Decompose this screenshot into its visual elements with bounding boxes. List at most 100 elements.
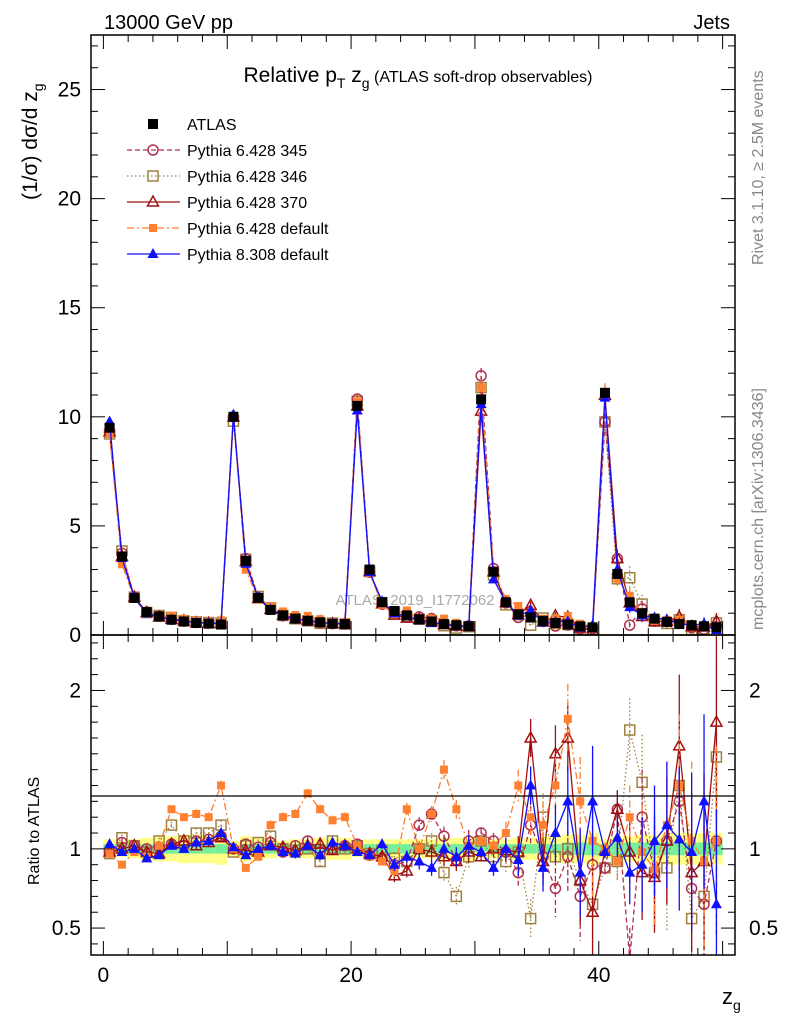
ratio-tick-label-right: 1	[749, 838, 761, 861]
ratio-point-p370	[585, 904, 600, 917]
band-inner	[524, 844, 537, 854]
ratio-point-p370	[709, 714, 724, 727]
point-atlas	[488, 566, 499, 577]
ratio-point-p8def	[426, 861, 438, 872]
ratio-point-p345	[626, 954, 633, 955]
ratio-point-p346	[438, 866, 450, 879]
point-p8def	[525, 604, 537, 615]
x-axis-label: zg	[722, 984, 741, 1013]
ratio-point-p370	[610, 801, 625, 815]
band-inner	[388, 844, 401, 854]
y-tick-label: 5	[69, 515, 81, 538]
point-p345	[599, 416, 611, 428]
ratio-point-p6def	[316, 805, 325, 814]
point-atlas	[315, 617, 326, 628]
ratio-point-p8def	[364, 849, 376, 860]
ratio-point-p6def	[576, 797, 585, 806]
ratio-point-p6def	[217, 781, 226, 790]
point-p6def	[241, 565, 250, 574]
point-atlas	[649, 613, 660, 624]
y-axis-label-sub: g	[30, 83, 46, 91]
ratio-point-p8def	[178, 842, 190, 853]
point-p8def	[488, 573, 499, 584]
ratio-point-p8def	[128, 842, 140, 853]
point-atlas	[686, 620, 697, 631]
ratio-frame	[90, 634, 736, 956]
svg-text:(1/σ) dσ/d zg: (1/σ) dσ/d zg	[19, 83, 46, 200]
ratio-point-p8def	[413, 855, 425, 866]
point-atlas	[550, 618, 561, 628]
ratio-point-p370	[424, 844, 439, 857]
ratio-series-p8def	[104, 714, 722, 955]
ratio-point-p8def	[587, 795, 599, 806]
header-left: 13000 GeV pp	[104, 12, 233, 34]
legend-item-p6def: Pythia 6.428 default	[127, 221, 329, 238]
ratio-point-p6def	[291, 810, 300, 819]
point-atlas	[401, 610, 412, 621]
ratio-point-p6def	[514, 781, 523, 790]
point-atlas	[624, 597, 635, 608]
ratio-point-p8def	[438, 842, 450, 853]
ratio-point-p8def	[215, 827, 227, 838]
ratio-tick-label-right: 0.5	[749, 917, 778, 940]
ratio-point-p8def	[314, 849, 326, 860]
ratio-point-p6def	[402, 805, 411, 814]
header-right: Jets	[693, 12, 730, 34]
legend-label: Pythia 6.428 346	[187, 169, 307, 186]
ratio-point-p6def	[378, 857, 387, 866]
ratio-point-p345	[549, 882, 562, 895]
point-atlas	[661, 616, 672, 627]
ratio-point-p6def	[353, 841, 362, 850]
ratio-line-p346	[109, 729, 718, 921]
ratio-point-p6def	[489, 841, 498, 850]
point-atlas	[451, 620, 462, 631]
point-atlas	[104, 422, 115, 433]
ratio-point-p8def	[562, 795, 574, 806]
point-atlas	[426, 616, 437, 627]
ratio-point-p346	[524, 912, 537, 925]
y-tick-label: 10	[58, 406, 81, 429]
point-atlas	[116, 551, 127, 562]
ratio-point-p8def	[339, 839, 351, 850]
ratio-point-p8def	[636, 858, 648, 869]
ratio-point-p8def	[599, 846, 611, 857]
legend-label: ATLAS	[187, 117, 237, 134]
ratio-point-p6def	[613, 857, 622, 866]
ratio-point-p8def	[500, 842, 512, 853]
rivet-label: Rivet 3.1.10, ≥ 2.5M events	[750, 70, 767, 265]
x-tick-label: 40	[587, 964, 610, 987]
ratio-point-p346	[562, 843, 574, 855]
point-atlas	[599, 387, 610, 398]
ratio-point-p8def	[512, 853, 524, 864]
y-tick-label: 25	[58, 79, 81, 102]
ratio-point-p8def	[525, 779, 537, 790]
ratio-point-p6def	[254, 852, 263, 861]
point-atlas	[154, 611, 165, 622]
ratio-point-p6def	[192, 810, 201, 819]
legend-marker-p370	[146, 194, 160, 207]
ratio-point-p6def	[477, 836, 486, 845]
ratio-point-p6def	[155, 841, 164, 850]
legend-label: Pythia 6.428 default	[187, 221, 329, 238]
point-atlas	[302, 615, 313, 626]
ratio-point-p6def	[452, 805, 461, 814]
ratio-point-p345	[413, 819, 425, 831]
point-atlas	[463, 621, 474, 632]
ratio-point-p6def	[625, 813, 634, 822]
ratio-point-p8def	[661, 819, 673, 830]
legend-item-p8def: Pythia 8.308 default	[127, 247, 329, 264]
ratio-point-p6def	[427, 810, 436, 819]
ratio-point-p8def	[463, 839, 475, 850]
ratio-point-p8def	[277, 846, 289, 857]
ratio-point-p6def	[551, 781, 560, 790]
legend-item-p370: Pythia 6.428 370	[127, 194, 307, 212]
ratio-point-p6def	[278, 813, 287, 822]
legend-marker-p345	[147, 144, 159, 156]
ratio-point-p6def	[539, 821, 548, 830]
point-p6def	[117, 560, 126, 569]
point-atlas	[339, 619, 350, 630]
point-p6def	[514, 601, 523, 610]
point-p6def	[477, 383, 486, 392]
ratio-point-p370	[400, 863, 414, 876]
ratio-point-p8def	[289, 847, 301, 858]
